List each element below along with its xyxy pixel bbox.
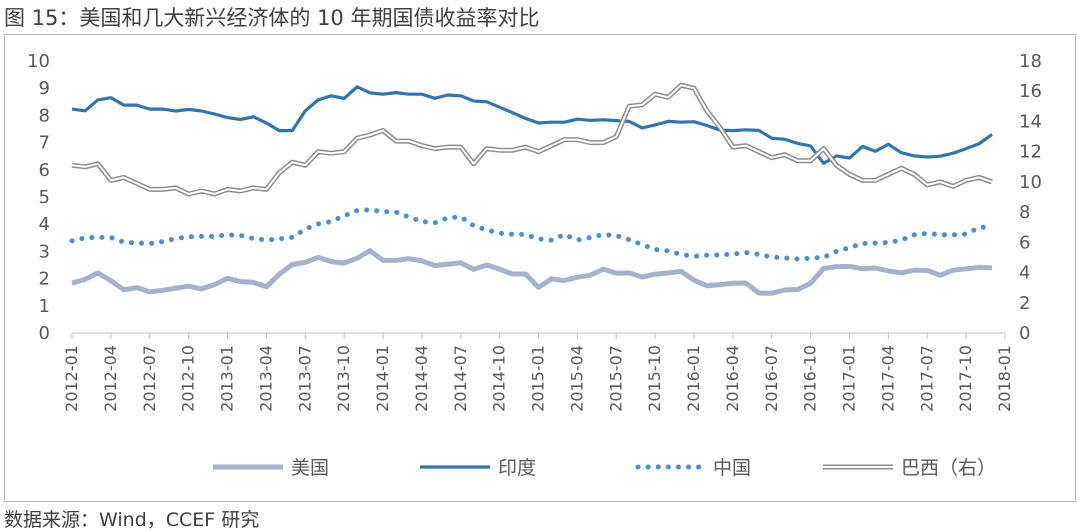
source-note: 数据来源：Wind，CCEF 研究	[4, 509, 260, 531]
chart-title: 图 15：美国和几大新兴经济体的 10 年期国债收益率对比	[4, 6, 540, 30]
x-tick-label: 2017-07	[917, 345, 936, 412]
series-line-inner	[71, 84, 993, 195]
y-tick-label-left: 3	[39, 241, 50, 262]
legend: 美国 印度 中国 巴西（右）	[213, 457, 996, 479]
series-line-dots	[69, 207, 995, 262]
legend-item-0: 美国	[213, 457, 329, 479]
x-tick-label: 2013-04	[256, 345, 275, 412]
x-tick-label: 2014-01	[373, 345, 392, 412]
x-tick-label: 2017-04	[878, 345, 897, 412]
y-tick-label-left: 9	[39, 78, 50, 99]
series-line-3	[71, 82, 993, 197]
y-tick-label-right: 2	[1019, 293, 1030, 314]
x-tick-label: 2017-10	[956, 345, 975, 412]
x-tick-label: 2018-01	[995, 345, 1014, 412]
x-tick-label: 2013-01	[218, 345, 237, 412]
legend-label: 中国	[713, 457, 751, 479]
y-tick-label-right: 4	[1019, 263, 1030, 284]
y-tick-label-left: 2	[39, 269, 50, 290]
y-tick-label-left: 5	[39, 187, 50, 208]
series-line-2	[69, 207, 995, 262]
series-line-1	[71, 85, 993, 165]
x-tick-label: 2016-01	[684, 345, 703, 412]
legend-label: 巴西（右）	[901, 457, 996, 479]
legend-label: 印度	[498, 457, 536, 479]
y-tick-label-right: 0	[1019, 323, 1030, 344]
series-line-path	[71, 85, 993, 165]
legend-item-2: 中国	[635, 457, 751, 479]
legend-item-3: 巴西（右）	[823, 457, 996, 479]
legend-label: 美国	[291, 457, 329, 479]
x-tick-label: 2014-04	[412, 345, 431, 412]
series-line-path	[71, 248, 993, 296]
y-tick-label-left: 7	[39, 133, 50, 154]
x-tick-label: 2013-10	[334, 345, 353, 412]
series-group	[69, 82, 995, 296]
y-tick-label-right: 6	[1019, 232, 1030, 253]
x-tick-label: 2014-10	[490, 345, 509, 412]
x-tick-label: 2015-01	[529, 345, 548, 412]
x-tick-label: 2015-10	[645, 345, 664, 412]
x-tick-label: 2012-01	[62, 345, 81, 412]
x-tick-label: 2012-10	[179, 345, 198, 412]
y-tick-label-right: 16	[1019, 81, 1042, 102]
legend-item-1: 印度	[420, 457, 536, 479]
series-line-0	[71, 248, 993, 296]
y-tick-label-left: 4	[39, 214, 50, 235]
y-tick-label-right: 8	[1019, 202, 1030, 223]
x-tick-label: 2016-10	[801, 345, 820, 412]
x-tick-label: 2012-07	[140, 345, 159, 412]
x-tick-label: 2012-04	[101, 345, 120, 412]
y-tick-label-right: 12	[1019, 142, 1042, 163]
series-line-outer	[71, 82, 993, 197]
y-tick-label-right: 18	[1019, 51, 1042, 72]
x-tick-label: 2016-07	[762, 345, 781, 412]
y-tick-label-left: 10	[27, 51, 50, 72]
y-tick-label-left: 1	[39, 296, 50, 317]
x-tick-label: 2017-01	[840, 345, 859, 412]
x-tick-label: 2014-07	[451, 345, 470, 412]
x-tick-label: 2015-07	[606, 345, 625, 412]
x-tick-label: 2015-04	[567, 345, 586, 412]
x-tick-label: 2016-04	[723, 345, 742, 412]
y-tick-label-right: 10	[1019, 172, 1042, 193]
y-tick-label-left: 8	[39, 105, 50, 126]
y-tick-label-left: 0	[39, 323, 50, 344]
x-tick-label: 2013-07	[295, 345, 314, 412]
chart-frame: 0 1 2 3 4 5 6 7 8 9 10 0 2 4 6 8 10 12 14 16 18 2012-01 2012-0…	[4, 34, 1076, 502]
y-tick-label-right: 14	[1019, 111, 1042, 132]
y-tick-label-left: 6	[39, 160, 50, 181]
